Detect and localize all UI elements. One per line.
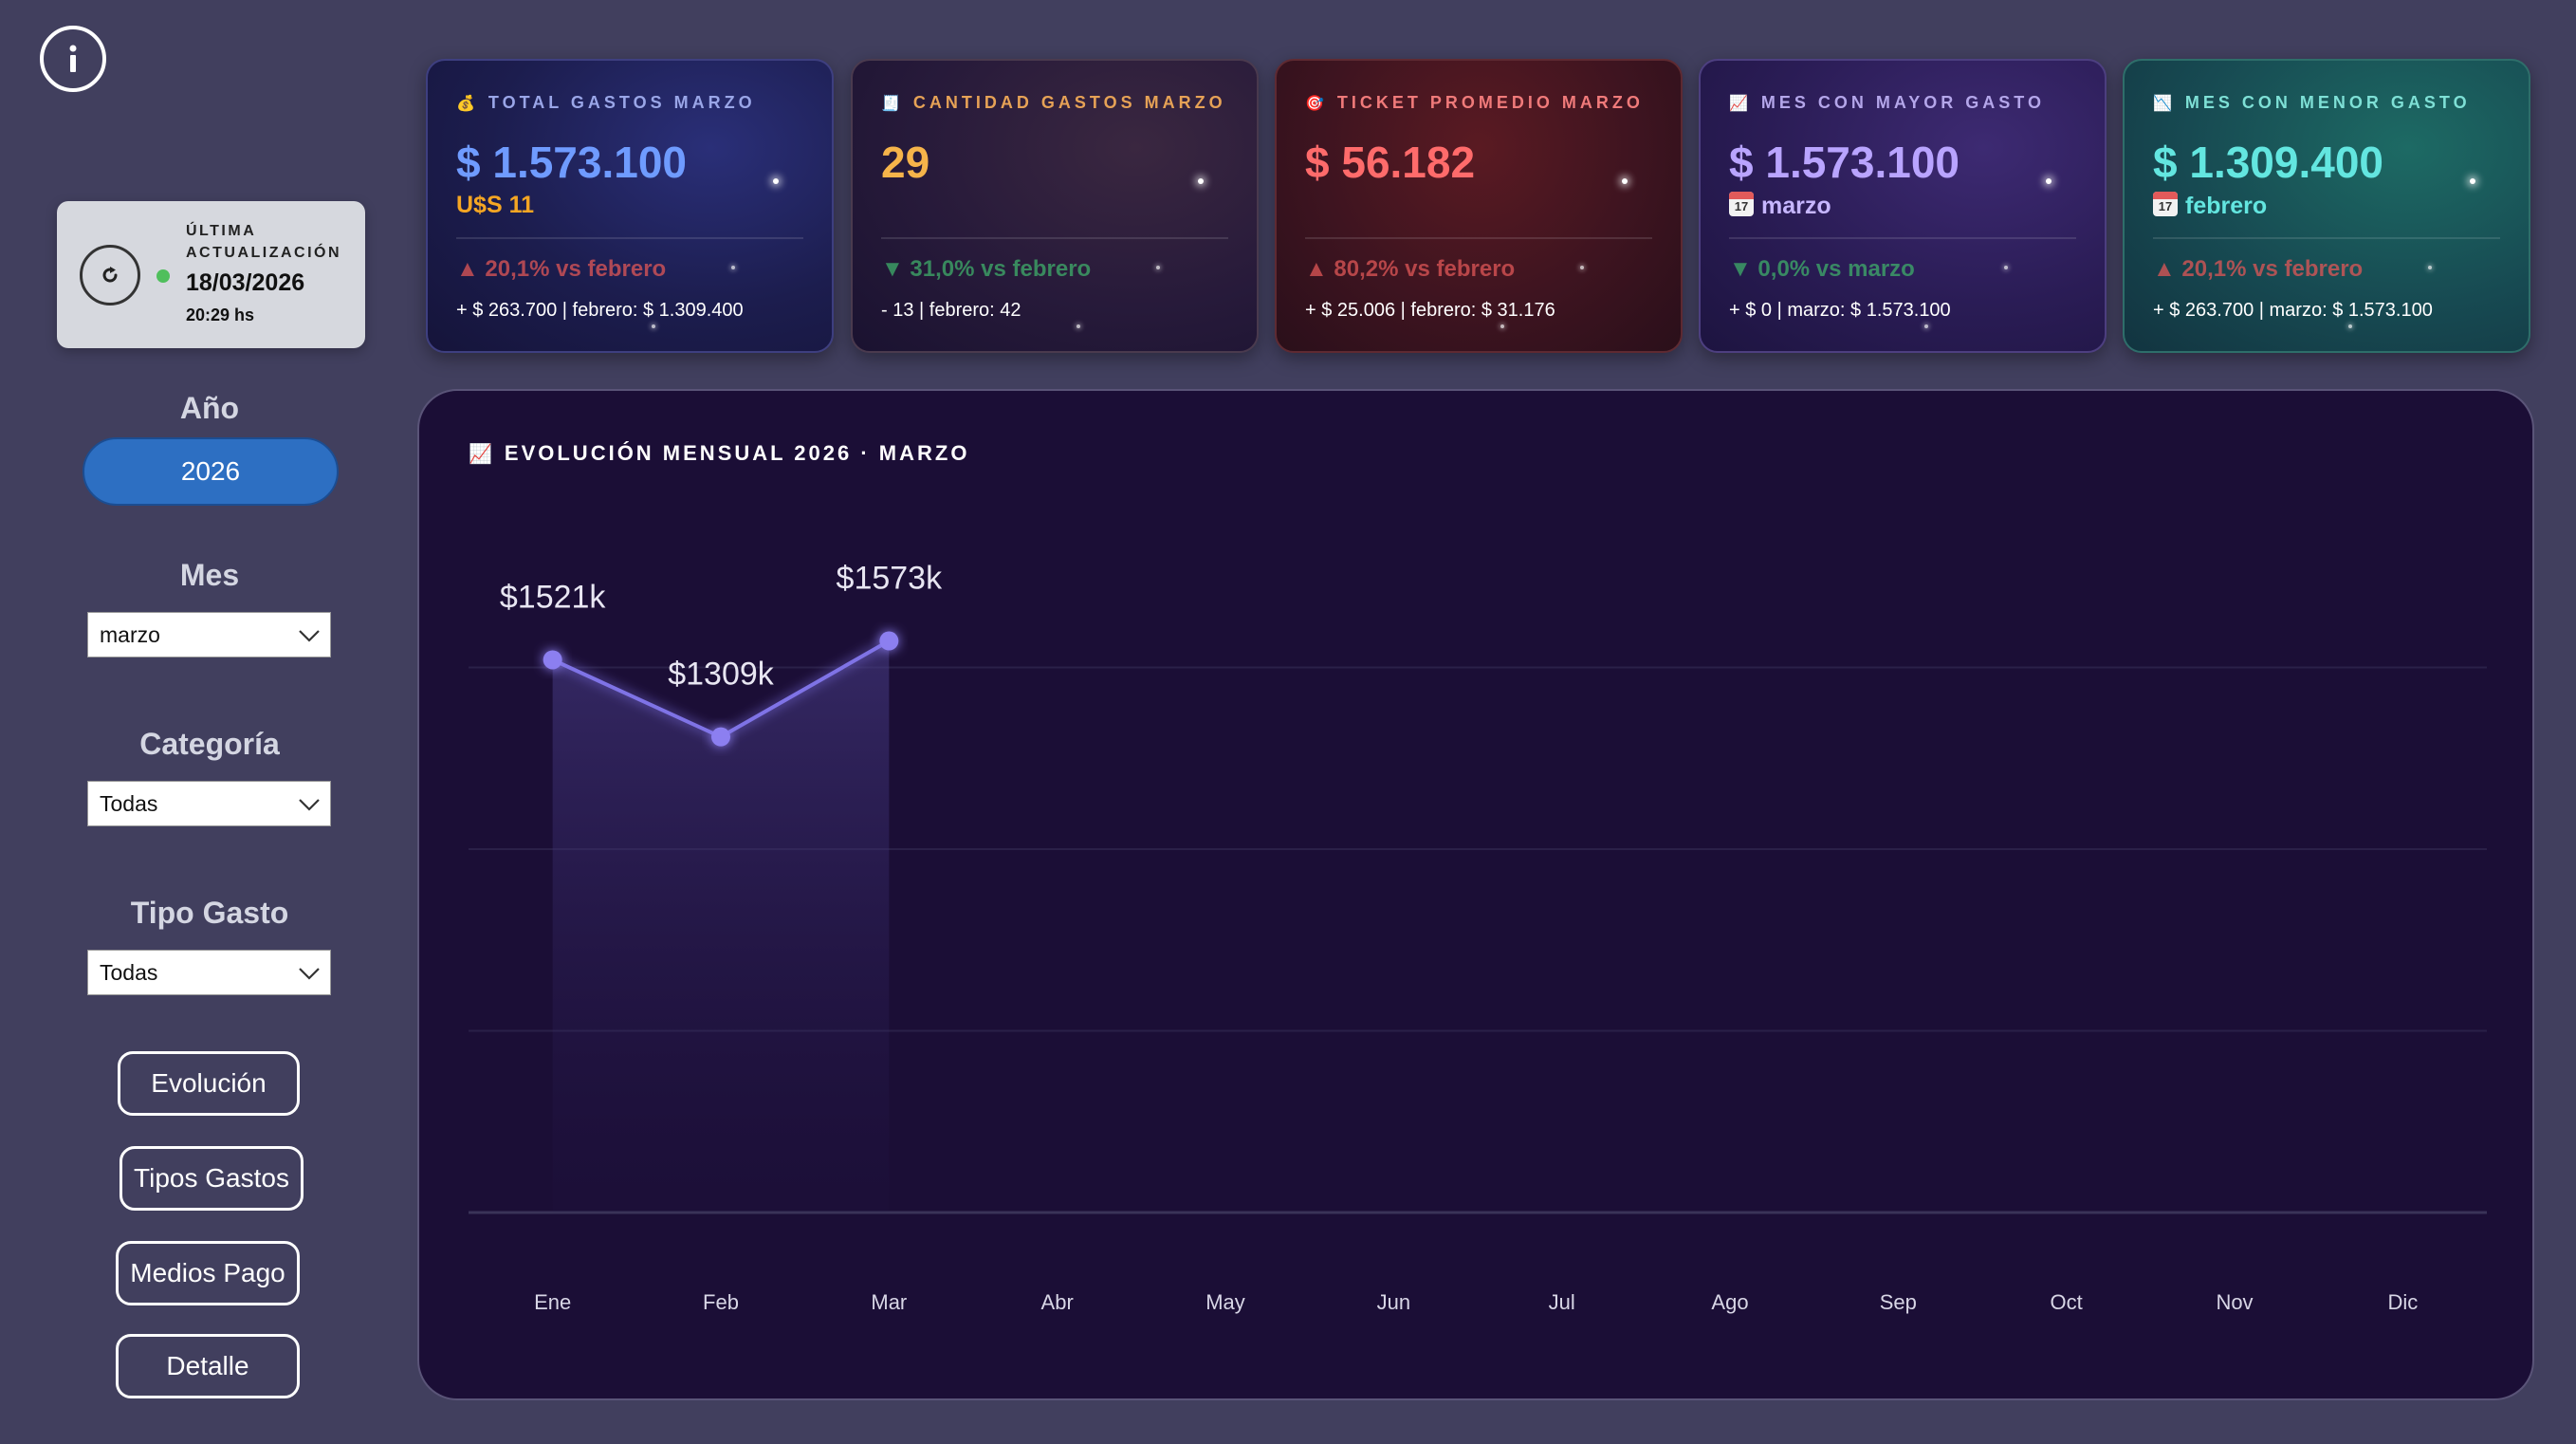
data-label: $1309k <box>668 657 775 693</box>
x-tick-label: Feb <box>703 1290 739 1314</box>
kpi-card-min-month: 📉 MES CON MENOR GASTO $ 1.309.400 17 febre… <box>2123 59 2530 353</box>
kpi-title: 💰 TOTAL GASTOS MARZO <box>456 93 756 112</box>
data-label: $1521k <box>500 579 607 615</box>
detalle-button[interactable]: Detalle <box>116 1334 300 1398</box>
refresh-icon[interactable] <box>80 245 140 305</box>
last-update-date: 18/03/2026 <box>186 269 305 296</box>
medios-pago-button[interactable]: Medios Pago <box>116 1241 300 1305</box>
kpi-value: $ 1.573.100 <box>1729 138 1960 187</box>
kpi-card-ticket: 🎯 TICKET PROMEDIO MARZO $ 56.182 ▲ 80,2% … <box>1275 59 1683 353</box>
kpi-detail: - 13 | febrero: 42 <box>881 300 1021 321</box>
x-tick-label: Sep <box>1880 1290 1917 1314</box>
x-tick-label: Ago <box>1711 1290 1748 1314</box>
year-selector[interactable]: 2026 <box>83 437 339 506</box>
x-tick-label: Jul <box>1549 1290 1575 1314</box>
divider <box>881 237 1228 239</box>
kpi-value: 29 <box>881 138 930 187</box>
x-tick-label: Mar <box>871 1290 907 1314</box>
chart-icon: 📈 <box>469 444 495 465</box>
kpi-value: $ 56.182 <box>1305 138 1476 187</box>
kpi-detail: + $ 263.700 | marzo: $ 1.573.100 <box>2153 300 2433 321</box>
info-icon <box>69 45 77 72</box>
receipt-icon: 🧾 <box>881 96 904 112</box>
calendar-icon: 17 <box>1729 192 1754 216</box>
tipos-gastos-button[interactable]: Tipos Gastos <box>120 1146 304 1211</box>
money-bag-icon: 💰 <box>456 96 479 112</box>
category-dropdown-value: Todas <box>100 790 158 816</box>
divider <box>456 237 803 239</box>
month-label: Mes <box>179 558 240 592</box>
evolucion-button[interactable]: Evolución <box>118 1051 300 1116</box>
chevron-down-icon <box>299 630 320 642</box>
category-label: Categoría <box>139 727 280 761</box>
kpi-trend: ▲ 20,1% vs febrero <box>456 256 667 282</box>
series-area <box>552 640 890 1213</box>
kpi-sub: 17 febrero <box>2153 192 2267 220</box>
chart-card: 📈 EVOLUCIÓN MENSUAL 2026 · MARZO $1521k $1… <box>417 389 2534 1400</box>
kpi-detail: + $ 0 | marzo: $ 1.573.100 <box>1729 300 1951 321</box>
x-tick-label: Nov <box>2216 1290 2253 1314</box>
data-point <box>543 650 562 670</box>
kpi-detail: + $ 263.700 | febrero: $ 1.309.400 <box>456 300 744 321</box>
kpi-card-count: 🧾 CANTIDAD GASTOS MARZO 29 ▼ 31,0% vs feb… <box>851 59 1259 353</box>
x-tick-label: Ene <box>534 1290 571 1314</box>
divider <box>1729 237 2076 239</box>
info-button[interactable] <box>40 26 106 92</box>
x-tick-label: Oct <box>2051 1290 2083 1314</box>
divider <box>2153 237 2500 239</box>
kpi-title: 📉 MES CON MENOR GASTO <box>2153 93 2471 112</box>
data-point <box>711 727 730 747</box>
line-chart: $1521k $1309k $1573k Ene Feb Mar Abr May Jun Jul… <box>469 561 2487 1314</box>
chevron-down-icon <box>299 799 320 811</box>
kpi-trend: ▼ 31,0% vs febrero <box>881 256 1092 282</box>
expense-type-label: Tipo Gasto <box>130 896 289 930</box>
x-tick-label: Abr <box>1041 1290 1074 1314</box>
kpi-sub: U$S 11 <box>456 192 535 218</box>
kpi-trend: ▼ 0,0% vs marzo <box>1729 256 1915 282</box>
kpi-title: 📈 MES CON MAYOR GASTO <box>1729 93 2045 112</box>
last-update-card: ÚLTIMA ACTUALIZACIÓN 18/03/2026 20:29 hs <box>57 201 365 348</box>
expense-type-dropdown-value: Todas <box>100 959 158 985</box>
year-label: Año <box>179 391 240 425</box>
target-icon: 🎯 <box>1305 96 1328 112</box>
divider <box>1305 237 1652 239</box>
month-dropdown[interactable]: marzo <box>87 612 331 657</box>
x-tick-label: Jun <box>1377 1290 1410 1314</box>
chart-down-icon: 📉 <box>2153 96 2176 112</box>
kpi-title: 🧾 CANTIDAD GASTOS MARZO <box>881 93 1226 112</box>
chart-up-icon: 📈 <box>1729 96 1752 112</box>
kpi-trend: ▲ 20,1% vs febrero <box>2153 256 2364 282</box>
kpi-trend: ▲ 80,2% vs febrero <box>1305 256 1516 282</box>
kpi-sub: 17 marzo <box>1729 192 1831 220</box>
data-label: $1573k <box>837 561 944 597</box>
kpi-detail: + $ 25.006 | febrero: $ 31.176 <box>1305 300 1555 321</box>
status-dot <box>156 269 170 283</box>
x-tick-label: May <box>1205 1290 1245 1314</box>
month-dropdown-value: marzo <box>100 621 160 647</box>
last-update-time: 20:29 hs <box>186 305 255 324</box>
last-update-label: ÚLTIMA ACTUALIZACIÓN <box>186 223 342 261</box>
kpi-value: $ 1.309.400 <box>2153 138 2384 187</box>
category-dropdown[interactable]: Todas <box>87 781 331 826</box>
x-tick-label: Dic <box>2387 1290 2418 1314</box>
kpi-card-total: 💰 TOTAL GASTOS MARZO $ 1.573.100 U$S 11 ▲… <box>426 59 834 353</box>
kpi-title: 🎯 TICKET PROMEDIO MARZO <box>1305 93 1644 112</box>
expense-type-dropdown[interactable]: Todas <box>87 950 331 995</box>
data-point <box>879 631 899 651</box>
chart-title: 📈 EVOLUCIÓN MENSUAL 2026 · MARZO <box>469 441 970 465</box>
kpi-card-max-month: 📈 MES CON MAYOR GASTO $ 1.573.100 17 marzo… <box>1699 59 2107 353</box>
chevron-down-icon <box>299 968 320 980</box>
calendar-icon: 17 <box>2153 192 2178 216</box>
kpi-value: $ 1.573.100 <box>456 138 688 187</box>
